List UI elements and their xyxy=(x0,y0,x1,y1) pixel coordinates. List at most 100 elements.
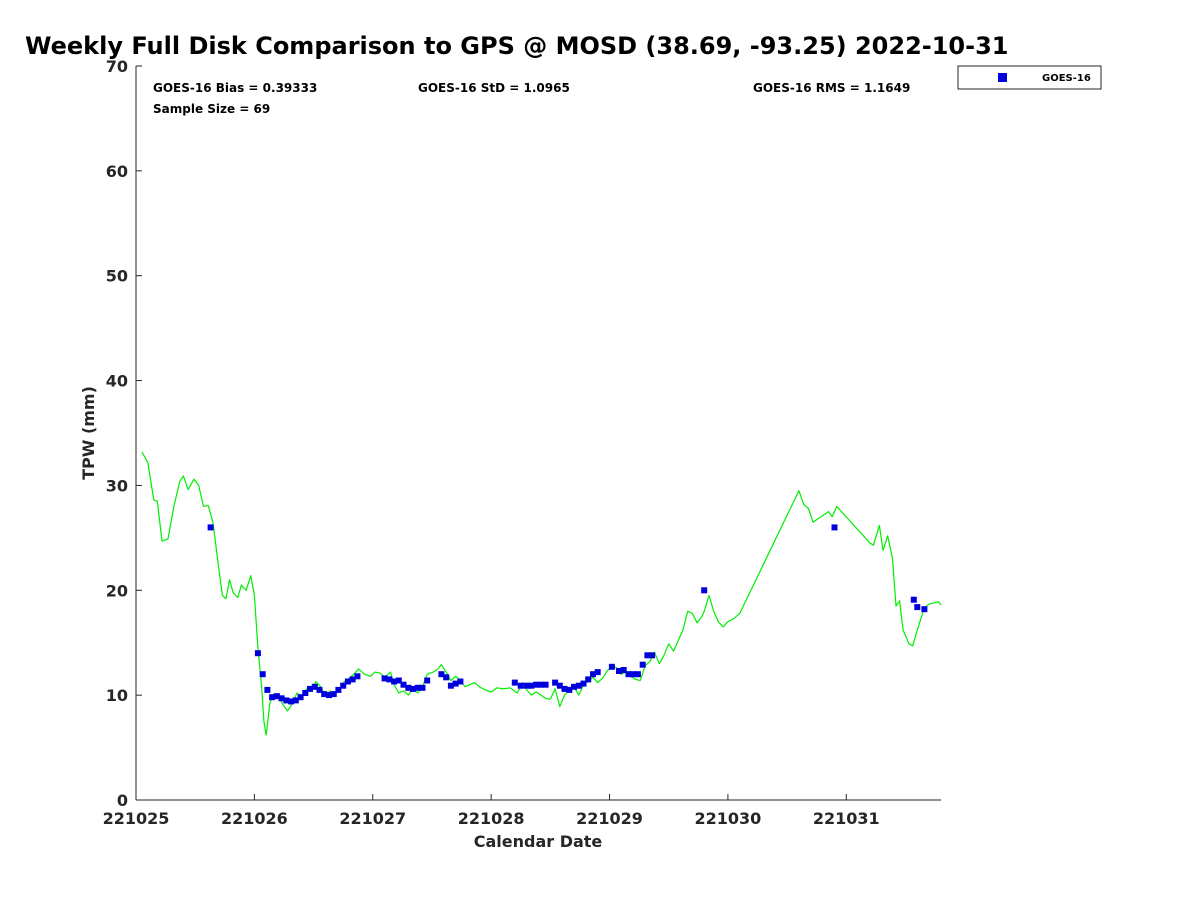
goes16-point xyxy=(561,685,568,692)
goes16-point xyxy=(354,673,361,680)
x-tick-label: 221025 xyxy=(103,809,170,828)
y-tick-label: 20 xyxy=(106,581,128,600)
legend-box xyxy=(957,65,1102,90)
goes16-point xyxy=(910,596,917,603)
gps-tpw-line xyxy=(141,451,942,736)
goes16-point xyxy=(914,604,921,611)
x-tick-label: 221026 xyxy=(221,809,288,828)
y-tick-label: 50 xyxy=(106,267,128,286)
goes16-point xyxy=(447,682,454,689)
goes16-point xyxy=(594,669,601,676)
goes16-point xyxy=(386,676,393,683)
x-axis-label: Calendar Date xyxy=(474,832,603,851)
goes16-point xyxy=(639,661,646,668)
legend: GOES-16 xyxy=(957,65,1102,90)
goes16-point xyxy=(590,671,596,678)
goes16-point xyxy=(259,671,266,678)
y-axis-label: TPW (mm) xyxy=(79,386,98,480)
goes16-point xyxy=(585,676,592,683)
legend-marker-goes16 xyxy=(998,73,1007,82)
x-tick-label: 221031 xyxy=(813,809,880,828)
goes16-point xyxy=(292,697,299,704)
goes16-point xyxy=(321,691,328,698)
std-stat: GOES-16 StD = 1.0965 xyxy=(418,81,570,95)
goes16-point xyxy=(316,686,323,693)
goes16-point xyxy=(634,671,641,678)
goes16-point xyxy=(264,686,271,693)
goes16-point xyxy=(630,671,637,678)
goes16-point xyxy=(424,677,431,684)
goes16-point xyxy=(438,671,445,678)
y-tick-label: 60 xyxy=(106,162,128,181)
goes16-point xyxy=(625,671,632,678)
legend-label-goes16: GOES-16 xyxy=(1042,73,1091,84)
goes16-point xyxy=(288,698,295,705)
goes16-point xyxy=(273,693,280,700)
goes16-point xyxy=(405,684,412,691)
bias-stat: GOES-16 Bias = 0.39333 xyxy=(153,81,317,95)
goes16-point xyxy=(269,694,276,701)
sample-size-stat: Sample Size = 69 xyxy=(153,102,270,116)
goes16-point xyxy=(344,678,351,685)
goes16-point xyxy=(537,681,544,688)
goes16-point xyxy=(400,681,407,688)
goes16-point xyxy=(921,606,928,613)
goes16-point xyxy=(616,668,622,674)
goes16-point xyxy=(701,587,708,594)
y-tick-label: 40 xyxy=(106,372,128,391)
goes16-point xyxy=(391,678,398,685)
goes16-point xyxy=(302,690,309,696)
y-axis-ticks: 0 10 20 30 40 50 60 70 xyxy=(106,57,142,810)
goes16-point xyxy=(620,667,627,673)
goes16-point xyxy=(533,681,540,688)
x-tick-label: 221029 xyxy=(576,809,643,828)
x-axis-ticks: 221025 221026 221027 221028 221029 221030 2210… xyxy=(103,794,880,828)
goes16-point xyxy=(414,684,421,691)
goes16-point xyxy=(523,682,530,689)
goes16-point xyxy=(649,652,656,659)
gps-series xyxy=(141,451,942,736)
x-tick-label: 221027 xyxy=(339,809,406,828)
goes16-point xyxy=(443,674,450,681)
goes16-point xyxy=(552,679,559,686)
goes16-point xyxy=(297,694,304,701)
goes16-point xyxy=(452,680,459,687)
goes16-point xyxy=(580,680,587,687)
goes16-series xyxy=(207,524,928,705)
y-tick-label: 70 xyxy=(106,57,128,76)
goes16-point xyxy=(644,652,651,659)
goes16-point xyxy=(311,683,318,690)
goes16-point xyxy=(326,692,332,699)
goes16-point xyxy=(381,675,388,682)
goes16-point xyxy=(349,676,356,683)
goes16-point xyxy=(566,686,573,693)
goes16-point xyxy=(457,678,464,685)
goes16-point xyxy=(307,685,313,692)
goes16-point xyxy=(283,697,290,704)
goes16-point xyxy=(542,681,549,688)
goes16-point xyxy=(207,524,214,531)
goes16-point xyxy=(511,679,518,686)
goes16-point xyxy=(556,682,563,689)
x-tick-label: 221028 xyxy=(458,809,525,828)
y-tick-label: 10 xyxy=(106,686,128,705)
goes16-point xyxy=(410,685,416,692)
goes16-point xyxy=(571,683,577,690)
goes16-point xyxy=(831,524,838,531)
chart-title: Weekly Full Disk Comparison to GPS @ MOS… xyxy=(25,32,1008,60)
goes16-point xyxy=(335,686,342,693)
goes16-point xyxy=(575,682,582,689)
goes16-point xyxy=(330,691,337,698)
y-tick-label: 0 xyxy=(117,791,128,810)
goes16-point xyxy=(608,663,615,670)
plot-area: 221025 221026 221027 221028 221029 221030 2210… xyxy=(103,57,942,828)
y-tick-label: 30 xyxy=(106,476,128,495)
goes16-point xyxy=(395,677,402,684)
goes16-point xyxy=(528,682,535,689)
goes16-point xyxy=(517,682,524,689)
goes16-point xyxy=(278,695,285,702)
goes16-point xyxy=(254,650,261,657)
x-tick-label: 221030 xyxy=(695,809,762,828)
goes16-point xyxy=(419,684,426,691)
